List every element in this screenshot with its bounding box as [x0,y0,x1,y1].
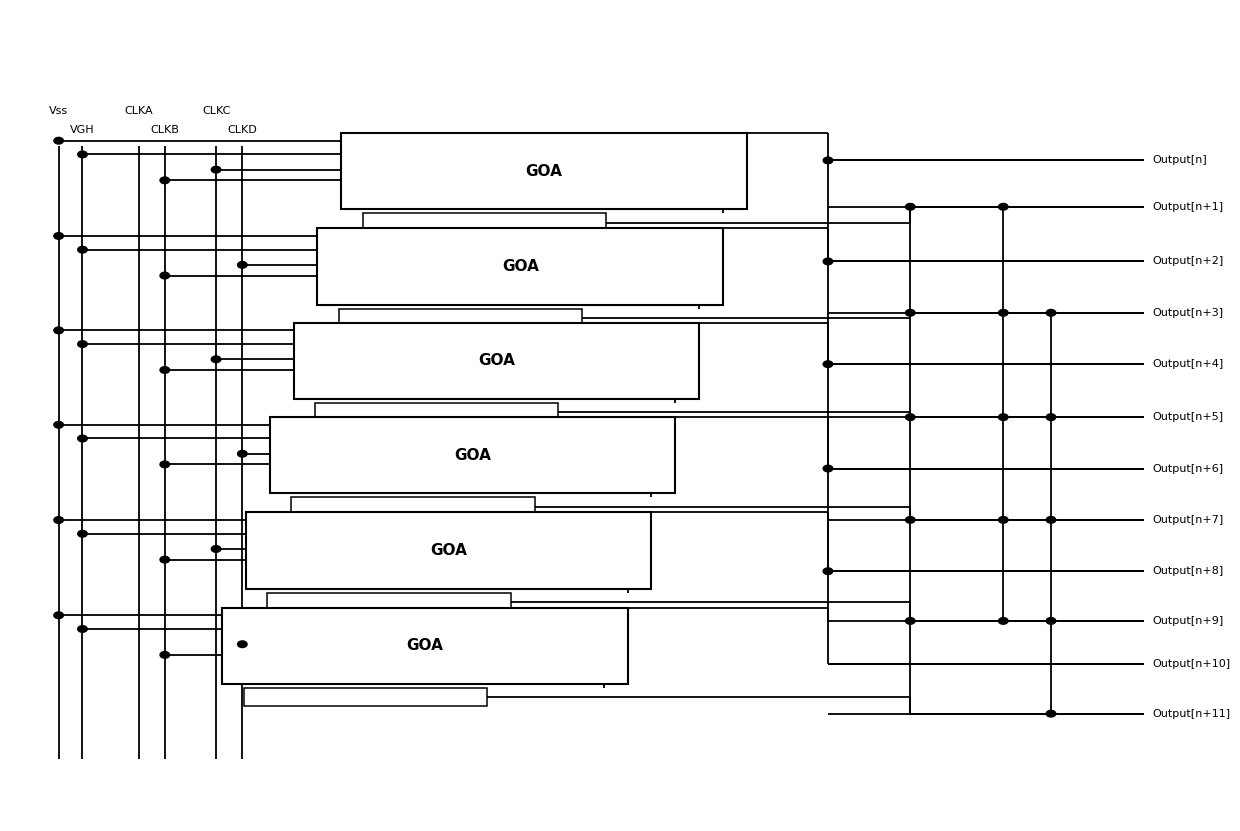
Circle shape [1047,414,1055,420]
Circle shape [53,421,63,428]
Circle shape [238,450,247,457]
Text: GOA: GOA [407,638,443,653]
Bar [291,498,534,516]
Text: VGH: VGH [71,125,94,135]
Circle shape [238,262,247,268]
Circle shape [998,517,1008,524]
Circle shape [905,309,915,316]
Circle shape [823,465,833,472]
Bar [384,235,587,248]
Circle shape [53,517,63,524]
Circle shape [1047,711,1055,717]
Circle shape [998,414,1008,420]
Circle shape [1047,617,1055,624]
Text: CLKC: CLKC [202,106,231,116]
Text: Output[n+2]: Output[n+2] [1152,257,1224,267]
Circle shape [78,341,87,347]
Circle shape [53,327,63,334]
Bar [312,519,516,533]
Circle shape [211,546,221,553]
Circle shape [905,414,915,420]
Bar [339,308,583,327]
Circle shape [998,617,1008,624]
Circle shape [78,435,87,442]
Text: Output[n+4]: Output[n+4] [1152,359,1224,369]
Circle shape [823,157,833,164]
Bar [361,330,563,343]
Bar [341,133,746,209]
Text: CLKB: CLKB [150,125,180,135]
Bar [363,214,606,232]
Bar [270,417,676,494]
Text: Output[n]: Output[n] [1152,155,1207,165]
Text: Output[n+6]: Output[n+6] [1152,464,1224,474]
Circle shape [823,568,833,574]
Circle shape [905,617,915,624]
Bar [222,607,627,684]
Circle shape [78,626,87,632]
Bar [315,403,558,421]
Text: Output[n+11]: Output[n+11] [1152,709,1230,719]
Circle shape [1047,309,1055,316]
Circle shape [211,356,221,362]
Text: GOA: GOA [526,164,563,179]
Circle shape [905,517,915,524]
Text: GOA: GOA [430,543,467,558]
Bar [246,513,651,588]
Circle shape [160,177,170,184]
Circle shape [238,641,247,647]
Circle shape [53,233,63,239]
Circle shape [160,366,170,373]
Circle shape [823,258,833,265]
Text: Output[n+1]: Output[n+1] [1152,202,1224,212]
Circle shape [160,556,170,563]
Circle shape [78,151,87,158]
Circle shape [53,137,63,144]
Circle shape [823,361,833,367]
Text: GOA: GOA [502,259,538,274]
Text: CLKD: CLKD [227,125,257,135]
Circle shape [160,652,170,658]
Bar [268,593,511,611]
Text: CLKA: CLKA [124,106,153,116]
Circle shape [998,309,1008,316]
Bar [243,688,487,706]
Circle shape [160,273,170,279]
Text: Output[n+5]: Output[n+5] [1152,412,1224,422]
Text: GOA: GOA [454,448,491,463]
Text: Output[n+9]: Output[n+9] [1152,616,1224,626]
Circle shape [78,246,87,253]
Text: Output[n+7]: Output[n+7] [1152,515,1224,525]
Circle shape [905,204,915,210]
Circle shape [53,612,63,618]
Circle shape [998,204,1008,210]
Text: GOA: GOA [477,353,515,368]
Bar [317,229,723,304]
Bar [336,425,539,438]
Circle shape [78,530,87,537]
Circle shape [1047,517,1055,524]
Text: Vss: Vss [50,106,68,116]
Circle shape [211,166,221,173]
Circle shape [160,461,170,468]
Bar [294,322,699,399]
Text: Output[n+10]: Output[n+10] [1152,659,1230,669]
Text: Output[n+8]: Output[n+8] [1152,566,1224,576]
Text: Output[n+3]: Output[n+3] [1152,307,1224,317]
Bar [289,614,491,627]
